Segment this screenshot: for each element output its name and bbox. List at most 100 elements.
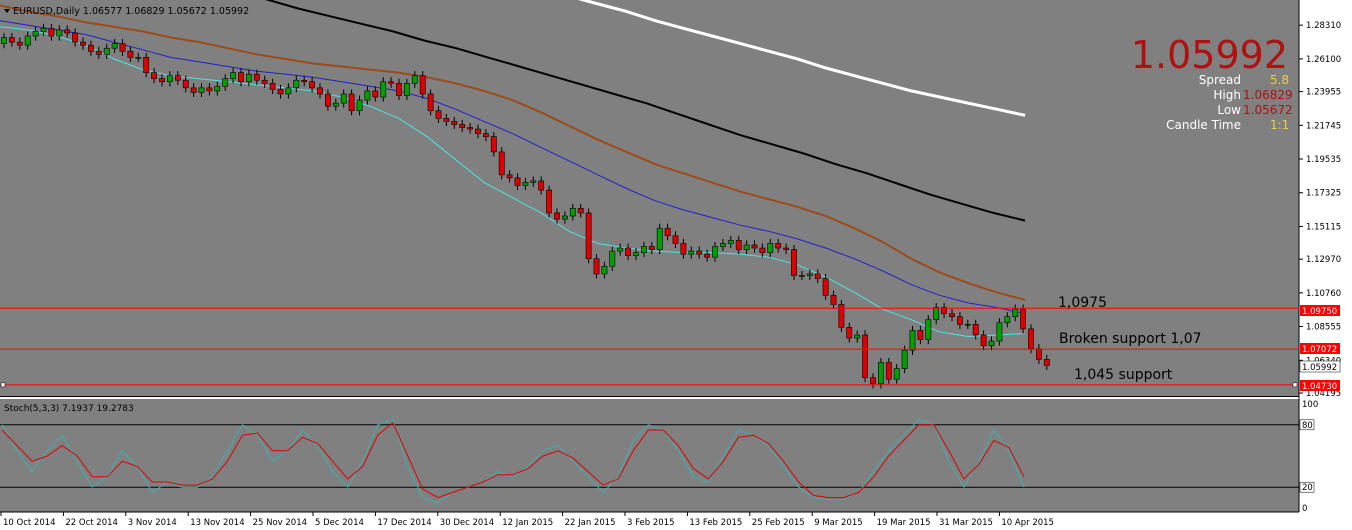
candle-body [246,73,252,83]
candle-body [577,208,584,214]
candle-body [625,247,631,256]
stoch-tick-label: 100 [1302,400,1318,410]
candle-body [1028,328,1034,350]
candle-body [1012,308,1019,317]
candle-body [238,72,244,83]
candle-body [688,250,695,255]
candle-body [933,307,940,321]
candle-body [988,340,995,346]
candle-body [482,133,489,137]
candle-body [451,121,458,125]
candle-body [9,37,15,43]
candle-body [324,93,331,107]
candle-body [24,35,31,46]
candle-body [103,47,110,55]
price-tag-current-text: 1.05992 [1302,363,1337,373]
price-tag-r3-text: 1.04730 [1302,382,1337,392]
candle-body [269,82,276,90]
annotation-level-3: 1,045 support [1074,367,1173,383]
candle-body [751,244,758,249]
annotation-level-2: Broken support 1,07 [1059,331,1202,347]
candle-body [1004,316,1011,324]
stoch-level-tag [1299,419,1315,431]
candle-body [40,28,47,32]
stoch-tick-label: 80 [1302,421,1313,431]
time-tick-label: 3 Feb 2015 [627,518,675,528]
candle-body [174,75,181,81]
candle-body [356,99,363,112]
candle-body [854,334,861,339]
high-label: High [1213,88,1241,102]
moving-average-line-3 [0,4,1026,301]
low-value: 1.05672 [1243,103,1293,117]
candle-body [380,81,387,98]
candle-body [735,240,742,250]
candle-body [546,189,552,214]
candle-body [530,180,537,183]
candle-body [514,177,521,186]
time-tick-label: 22 Jan 2015 [565,518,616,528]
line-handle-right[interactable] [1292,382,1298,388]
candle-body [593,258,600,275]
stoch-pane[interactable] [0,399,1299,512]
candle-body [909,330,916,351]
time-tick-label: 13 Feb 2015 [689,518,742,528]
price-tick-label: 1.23955 [1306,88,1341,98]
price-tick-label: 1.17325 [1306,189,1341,199]
candle-body [88,44,94,52]
candle-body [222,78,229,87]
time-tick-label: 3 Nov 2014 [128,518,177,528]
stoch-line-2 [1,421,1025,499]
candle-body [48,28,55,37]
horizontal-levels[interactable] [0,307,1299,388]
candle-body [980,334,987,346]
price-tick-label: 1.08555 [1306,323,1341,333]
candle-body [648,246,655,250]
line-handle-left[interactable] [0,382,6,388]
time-tick-label: 30 Dec 2014 [440,518,494,528]
candle-body [917,330,924,340]
candle-body [617,247,624,252]
candle-body [806,273,813,276]
candle-body [893,368,900,380]
candle-body [95,50,102,55]
candle-body [198,87,205,93]
candle-body [111,43,118,49]
candle-body [127,50,134,58]
candle-body [538,180,545,191]
candle-body [956,316,963,325]
time-tick-label: 10 Oct 2014 [3,518,56,528]
current-price: 1.05992 [1131,33,1288,77]
candle-body [443,118,450,122]
candle-body [459,124,466,128]
candle-body [277,89,284,95]
candle-body [522,182,529,186]
candle-body [32,31,39,37]
candle-body [182,79,189,89]
time-tick-label: 10 Apr 2015 [1001,518,1054,528]
indicator-label: Stoch(5,3,3) 7.1937 19.2783 [4,404,134,414]
candle-body [190,87,197,93]
price-tag-r2-text: 1.07072 [1302,345,1337,355]
price-tag-current: 1.05992 [1299,360,1341,373]
candle-body [364,90,371,101]
stoch-tick-label: 20 [1302,483,1313,493]
candle-body [640,246,647,253]
time-tick-label: 25 Nov 2014 [253,518,307,528]
price-tag-r3: 1.04730 [1300,380,1340,392]
candle-body [696,250,703,255]
candle-time-value: 1:1 [1270,118,1289,132]
candle-time-label: Candle Time [1166,118,1241,132]
candle-body [743,244,750,250]
dropdown-arrow-icon[interactable] [4,9,10,13]
stoch-axis-ticks: 100 80 20 0 [1299,400,1318,514]
price-tick-label: 1.21745 [1306,121,1341,131]
candle-body [680,243,687,255]
candle-body [253,73,260,81]
low-label: Low [1217,103,1241,117]
candle-body [372,90,379,98]
candle-body [759,247,766,253]
candle-body [877,362,884,385]
high-value: 1.06829 [1243,88,1293,102]
